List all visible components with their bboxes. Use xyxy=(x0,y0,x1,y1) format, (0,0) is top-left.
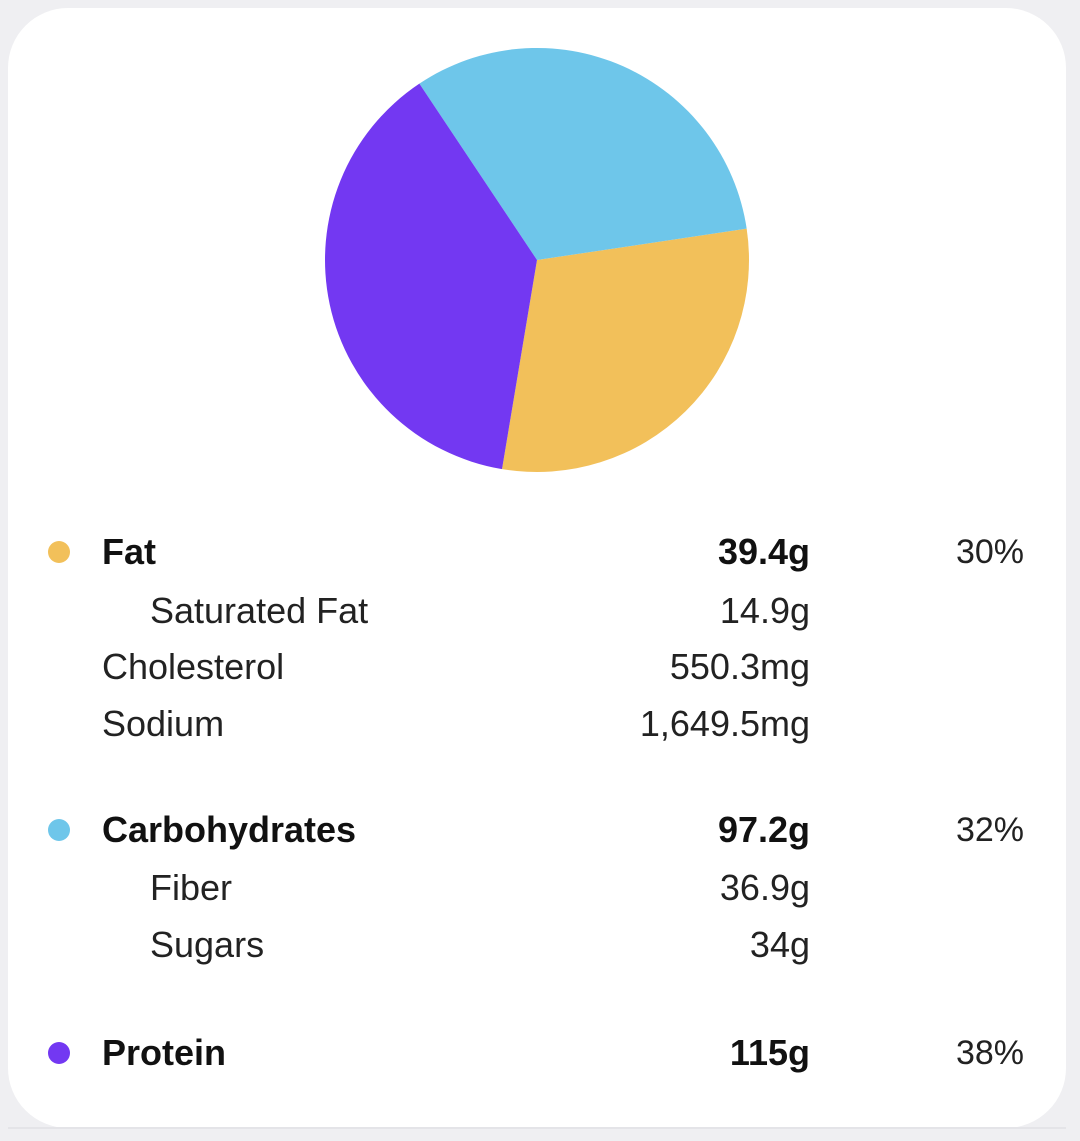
macro-row-protein: Protein 115g 38% xyxy=(0,1028,1080,1078)
sub-row-fiber: Fiber 36.9g xyxy=(0,863,1080,913)
legend-dot-carbohydrates xyxy=(48,819,70,841)
sub-name: Sodium xyxy=(102,703,225,744)
sub-name: Sugars xyxy=(150,924,265,965)
sub-amount: 550.3mg xyxy=(669,646,810,687)
macro-percent: 30% xyxy=(955,533,1024,571)
sub-amount: 34g xyxy=(749,924,810,965)
macro-amount: 39.4g xyxy=(717,531,810,572)
pie-slice-fat xyxy=(502,228,749,472)
legend-dot-fat xyxy=(48,541,70,563)
macro-row-fat: Fat 39.4g 30% xyxy=(0,527,1080,577)
sub-name: Cholesterol xyxy=(102,646,285,687)
sub-row-sodium: Sodium 1,649.5mg xyxy=(0,699,1080,749)
macro-amount: 115g xyxy=(729,1032,810,1073)
sub-row-cholesterol: Cholesterol 550.3mg xyxy=(0,642,1080,692)
macro-name: Carbohydrates xyxy=(102,809,357,850)
macro-amount: 97.2g xyxy=(717,809,810,850)
sub-amount: 1,649.5mg xyxy=(639,703,810,744)
sub-row-sugars: Sugars 34g xyxy=(0,920,1080,970)
bottom-divider xyxy=(8,1127,1066,1129)
sub-amount: 14.9g xyxy=(719,590,810,631)
sub-name: Fiber xyxy=(150,867,233,908)
legend-dot-protein xyxy=(48,1042,70,1064)
macro-pie-chart xyxy=(325,48,749,472)
macro-percent: 32% xyxy=(955,811,1024,849)
macro-name: Fat xyxy=(102,531,156,572)
macro-row-carbohydrates: Carbohydrates 97.2g 32% xyxy=(0,805,1080,855)
pie-slice-protein xyxy=(325,83,537,470)
sub-row-saturated-fat: Saturated Fat 14.9g xyxy=(0,586,1080,636)
sub-name: Saturated Fat xyxy=(150,590,369,631)
pie-slice-carbohydrates xyxy=(419,48,747,260)
sub-amount: 36.9g xyxy=(719,867,810,908)
macro-percent: 38% xyxy=(955,1034,1024,1072)
macro-name: Protein xyxy=(102,1032,227,1073)
